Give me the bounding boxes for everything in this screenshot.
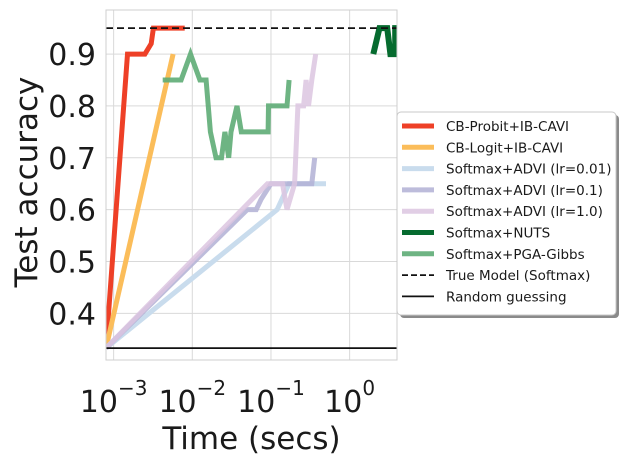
legend-label: Softmax+NUTS: [446, 226, 550, 242]
y-tick-label: 0.4: [48, 297, 96, 332]
x-tick-exponent: −2: [197, 376, 226, 400]
series-line: [106, 25, 185, 349]
legend-box: [396, 111, 617, 316]
series-line: [106, 53, 319, 350]
x-tick-label: 10−3: [80, 376, 148, 420]
x-axis-title: Time (secs): [161, 421, 340, 457]
legend: CB-Probit+IB-CAVI CB-Logit+IB-CAVI Softmax…: [396, 111, 619, 318]
legend-label: CB-Probit+IB-CAVI: [446, 119, 569, 135]
legend-label: True Model (Softmax): [445, 268, 590, 284]
legend-label: Softmax+PGA-Gibbs: [446, 247, 585, 263]
x-tick-exponent: −1: [275, 376, 304, 400]
legend-label: Random guessing: [446, 289, 567, 305]
x-tick-exponent: 0: [362, 376, 375, 400]
legend-label: Softmax+ADVI (lr=0.1): [446, 183, 603, 199]
series-line: [106, 53, 176, 349]
x-tick-label: 100: [324, 376, 375, 420]
x-tick-label: 10−1: [237, 376, 305, 420]
x-tick-base: 10: [158, 385, 196, 420]
y-tick-label: 0.5: [48, 245, 96, 280]
series-line: [370, 25, 397, 58]
series-lines: [106, 25, 397, 351]
legend-label: Softmax+ADVI (lr=1.0): [446, 204, 603, 220]
y-tick-label: 0.6: [48, 194, 96, 229]
x-tick-label: 10−2: [158, 376, 226, 420]
y-tick-label: 0.8: [48, 90, 96, 125]
legend-label: CB-Logit+IB-CAVI: [446, 140, 563, 156]
x-tick-base: 10: [237, 385, 275, 420]
series-line: [162, 46, 292, 161]
y-axis-title: Test accuracy: [9, 77, 45, 289]
tick-labels: 0.40.50.60.70.80.910−3 10−2 10−1 100: [48, 38, 375, 420]
x-tick-exponent: −3: [118, 376, 147, 400]
y-tick-label: 0.7: [48, 142, 96, 177]
legend-label: Softmax+ADVI (lr=0.01): [446, 162, 611, 178]
x-tick-base: 10: [80, 385, 118, 420]
y-tick-label: 0.9: [48, 38, 96, 73]
x-tick-base: 10: [324, 385, 362, 420]
